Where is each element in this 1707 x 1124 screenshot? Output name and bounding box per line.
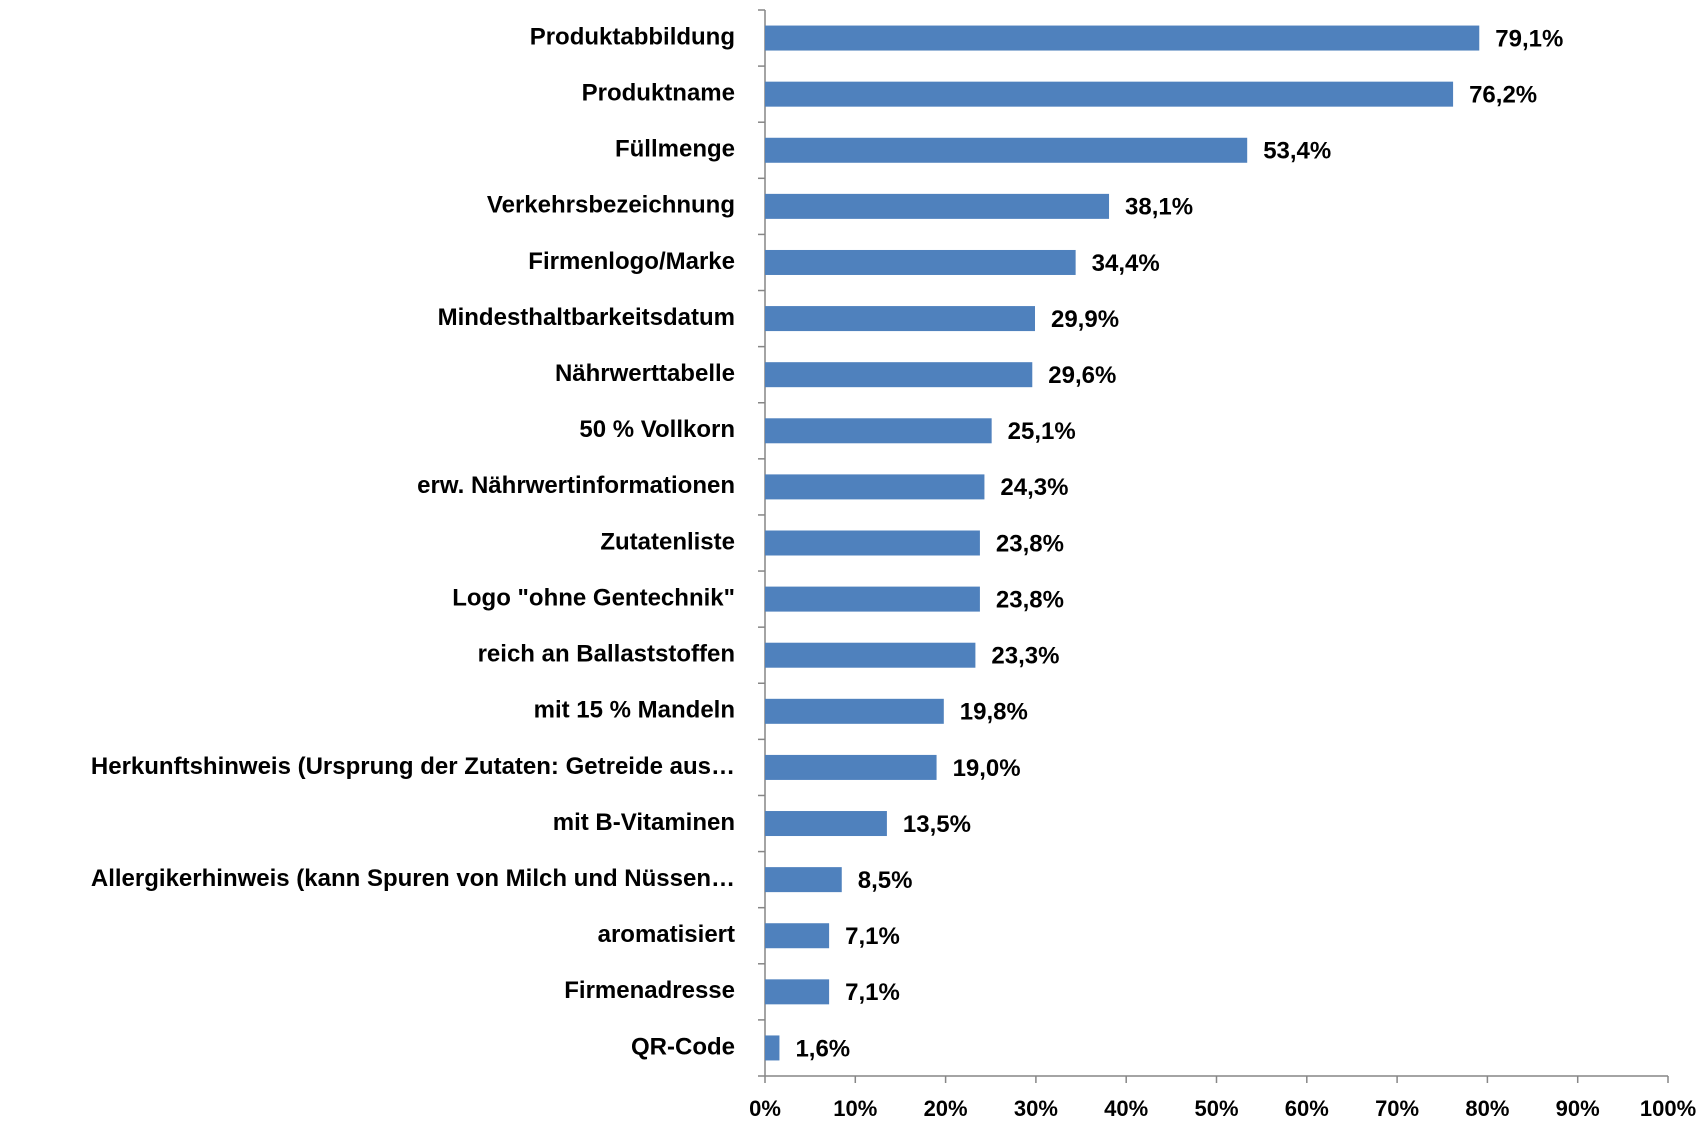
y-tick-label: Herkunftshinweis (Ursprung der Zutaten: …	[91, 753, 735, 780]
y-tick-label: Allergikerhinweis (kann Spuren von Milch…	[91, 865, 735, 892]
bar	[765, 81, 1454, 107]
bar	[765, 306, 1035, 332]
value-label: 24,3%	[1000, 474, 1068, 501]
value-label: 38,1%	[1125, 194, 1193, 221]
bar	[765, 1035, 780, 1061]
bar	[765, 811, 887, 837]
y-tick-label: 50 % Vollkorn	[579, 416, 735, 443]
value-label: 7,1%	[845, 979, 900, 1006]
x-tick-label: 70%	[1375, 1096, 1419, 1121]
bar	[765, 418, 992, 444]
y-tick-label: Zutatenliste	[600, 528, 735, 555]
value-label: 19,8%	[960, 699, 1028, 726]
x-tick-label: 20%	[924, 1096, 968, 1121]
value-label: 1,6%	[795, 1035, 850, 1062]
x-tick-label: 40%	[1104, 1096, 1148, 1121]
y-tick-label: QR-Code	[631, 1033, 735, 1060]
x-tick-label: 100%	[1640, 1096, 1696, 1121]
x-tick-label: 50%	[1194, 1096, 1238, 1121]
y-tick-label: Verkehrsbezeichnung	[487, 192, 735, 219]
x-tick-label: 90%	[1556, 1096, 1600, 1121]
y-tick-label: Logo "ohne Gentechnik"	[452, 584, 735, 611]
y-tick-label: Produktname	[582, 80, 735, 107]
bar	[765, 530, 980, 556]
value-label: 19,0%	[953, 755, 1021, 782]
y-tick-label: Produktabbildung	[530, 23, 735, 50]
x-tick-label: 30%	[1014, 1096, 1058, 1121]
y-tick-label: erw. Nährwertinformationen	[417, 472, 735, 499]
bar	[765, 698, 944, 724]
y-tick-label: Mindesthaltbarkeitsdatum	[438, 304, 735, 331]
y-tick-label: Firmenadresse	[564, 977, 735, 1004]
value-label: 53,4%	[1263, 138, 1331, 165]
value-label: 29,9%	[1051, 306, 1119, 333]
value-label: 23,8%	[996, 530, 1064, 557]
value-label: 8,5%	[858, 867, 913, 894]
bar	[765, 25, 1480, 51]
bar	[765, 979, 830, 1005]
bar	[765, 642, 976, 668]
y-tick-label: Firmenlogo/Marke	[528, 248, 735, 275]
bar	[765, 586, 980, 612]
bar	[765, 193, 1110, 219]
bar	[765, 362, 1033, 388]
bar	[765, 923, 830, 949]
value-label: 76,2%	[1469, 82, 1537, 109]
value-label: 79,1%	[1495, 25, 1563, 52]
x-tick-label: 80%	[1465, 1096, 1509, 1121]
bar	[765, 137, 1248, 163]
y-tick-label: aromatisiert	[598, 921, 735, 948]
value-label: 29,6%	[1048, 362, 1116, 389]
value-label: 13,5%	[903, 811, 971, 838]
value-label: 23,3%	[991, 643, 1059, 670]
value-label: 23,8%	[996, 586, 1064, 613]
y-tick-label: Nährwerttabelle	[555, 360, 735, 387]
y-tick-label: reich an Ballaststoffen	[478, 641, 735, 668]
value-label: 34,4%	[1092, 250, 1160, 277]
bar	[765, 754, 937, 780]
y-tick-label: mit 15 % Mandeln	[534, 697, 735, 724]
x-tick-label: 10%	[833, 1096, 877, 1121]
y-tick-label: Füllmenge	[615, 136, 735, 163]
x-tick-label: 60%	[1285, 1096, 1329, 1121]
value-label: 25,1%	[1008, 418, 1076, 445]
bar	[765, 474, 985, 500]
y-tick-label: mit B-Vitaminen	[553, 809, 735, 836]
x-tick-label: 0%	[749, 1096, 781, 1121]
bar	[765, 249, 1076, 275]
bar	[765, 867, 842, 893]
value-label: 7,1%	[845, 923, 900, 950]
